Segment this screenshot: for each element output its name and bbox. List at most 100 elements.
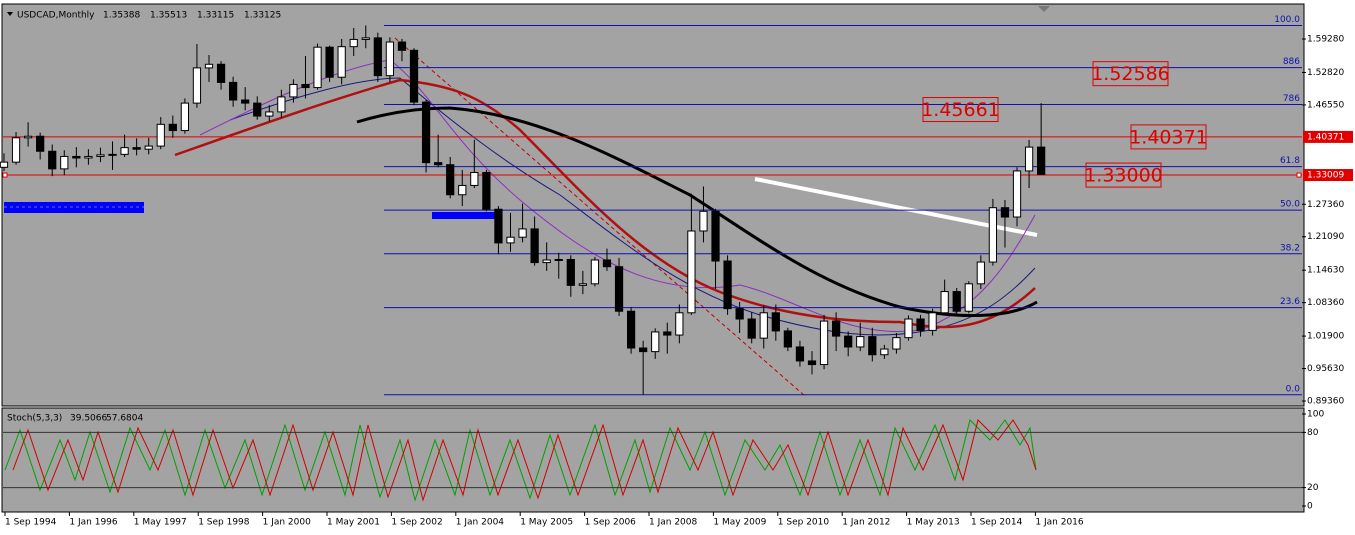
x-tick-label: 1 Sep 1994 [5, 518, 57, 528]
candle-body [626, 310, 636, 349]
candle-body [904, 318, 913, 339]
candle-body [72, 155, 81, 159]
candle-body [349, 38, 358, 48]
fib-label: 50.0 [1280, 200, 1300, 210]
candle-body [434, 162, 443, 166]
candle-body [337, 46, 346, 78]
candle-body [1012, 170, 1022, 218]
fib-label: 0.0 [1286, 384, 1301, 394]
candle-body [711, 210, 720, 262]
candle-body [60, 155, 69, 170]
candle-body [892, 337, 901, 350]
candle-body [144, 145, 153, 150]
candle-body [96, 154, 105, 157]
annotation: 1.52586 [1091, 63, 1170, 85]
x-tick-label: 1 Jan 2008 [649, 518, 697, 528]
y-tick-label: 20 [1307, 483, 1319, 493]
y-tick-label: 0.95630 [1307, 364, 1344, 374]
candle-body [265, 111, 274, 117]
stoch-signal [12, 419, 1037, 502]
candle-body [856, 336, 865, 348]
candle-body [325, 46, 334, 78]
candle-body [687, 230, 696, 314]
stoch-value: 57.6804 [106, 414, 143, 424]
candle-body [253, 102, 262, 117]
candle-body [482, 171, 491, 210]
header-value: 1.33125 [244, 11, 281, 21]
annotation: 1.40371 [1129, 126, 1208, 148]
candle-body [216, 63, 226, 83]
price-label: 1.40371 [1307, 132, 1344, 142]
candle-body [952, 291, 961, 312]
candle-body [494, 208, 503, 244]
candle-body [542, 259, 551, 264]
y-tick-label: 1.21090 [1307, 232, 1344, 242]
candle-body [277, 96, 286, 113]
stoch-value: 39.5066 [70, 414, 107, 424]
candle-body [397, 41, 407, 51]
price-label-bg [1303, 169, 1353, 182]
x-tick-label: 1 Sep 2014 [971, 518, 1023, 528]
candle-body [1037, 146, 1046, 175]
x-tick-label: 1 May 2001 [327, 518, 380, 528]
x-tick-label: 1 Jan 2016 [1035, 518, 1083, 528]
candle-body [795, 346, 805, 362]
ma-red [174, 78, 1036, 329]
fib-label: 786 [1283, 94, 1300, 104]
candle-body [747, 318, 756, 339]
candle-body [506, 236, 515, 244]
candle-body [783, 330, 792, 348]
candle-body [832, 320, 841, 337]
candle-body [735, 308, 744, 320]
candle-body [940, 291, 949, 314]
x-tick-label: 1 Jan 2000 [263, 518, 311, 528]
candle-body [723, 260, 732, 310]
y-tick-label: 80 [1307, 428, 1319, 438]
candle-body [421, 101, 431, 164]
candle-body [361, 37, 370, 40]
candle-body [168, 123, 177, 132]
candle-body [48, 150, 57, 170]
candle-body [518, 228, 527, 238]
stoch-main [4, 419, 1037, 502]
candle-body [241, 99, 250, 104]
candle-body [530, 228, 539, 264]
candle-body [807, 360, 817, 366]
annotation-box [1130, 124, 1207, 150]
candle-body [928, 312, 937, 331]
candle-body [120, 147, 129, 155]
candle-body [566, 258, 575, 286]
x-tick-label: 1 Sep 2010 [778, 518, 830, 528]
candle-body [916, 318, 925, 331]
y-tick-label: 1.08360 [1307, 298, 1344, 308]
candle-body [0, 161, 9, 168]
shift-marker [1038, 6, 1050, 12]
line-handle [1296, 172, 1302, 178]
candle-body [385, 41, 395, 77]
y-tick-label: 0 [1307, 502, 1313, 512]
zone-box [4, 202, 144, 213]
x-tick-label: 1 Sep 2006 [585, 518, 637, 528]
candle-body [313, 46, 322, 89]
candle-body [1024, 146, 1034, 172]
y-tick-label: 1.01900 [1307, 332, 1344, 342]
annotation-box [1092, 61, 1169, 87]
x-tick-label: 1 May 1997 [134, 518, 187, 528]
candle-body [988, 207, 998, 263]
candle-body [964, 283, 973, 312]
candle-body [373, 37, 382, 77]
menu-arrow [7, 12, 13, 16]
zone-box [432, 212, 498, 219]
candle-body [868, 336, 877, 356]
chart-title: USDCAD,Monthly [17, 11, 95, 21]
candle-body [819, 320, 829, 366]
fib-label: 23.6 [1280, 297, 1300, 307]
stoch-name: Stoch(5,3,3) [7, 414, 62, 424]
price-label-bg [1303, 130, 1353, 143]
y-tick-label: 1.46550 [1307, 100, 1344, 110]
candle-body [409, 49, 419, 103]
header-value: 1.35388 [103, 11, 140, 21]
candle-body [132, 147, 141, 150]
candle-body [204, 63, 214, 69]
